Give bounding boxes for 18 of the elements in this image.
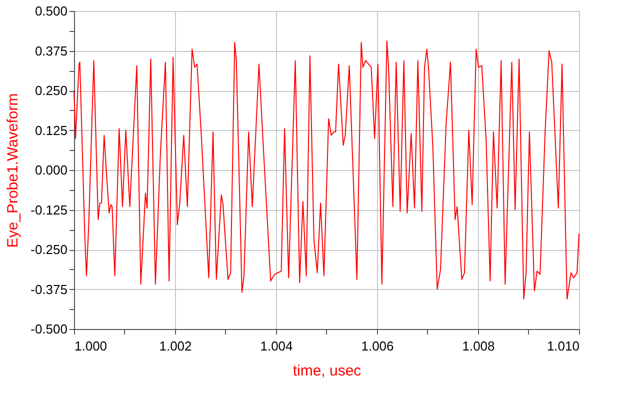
y-tick-label: -0.125 (30, 202, 68, 218)
y-axis-title: Eye_Probe1.Waveform (4, 93, 22, 248)
x-tick-label: 1.006 (361, 338, 394, 354)
y-tick-label: 0.125 (34, 122, 68, 138)
y-tick-label: -0.250 (30, 242, 68, 257)
line-series (74, 40, 580, 300)
y-tick-label: -0.500 (30, 322, 68, 336)
x-tick-label: 1.000 (74, 338, 108, 354)
x-tick-label: 1.002 (159, 338, 192, 354)
x-tick-label: 1.004 (260, 338, 293, 354)
y-tick-label: -0.375 (30, 282, 68, 297)
y-tick-label: 0.000 (34, 162, 68, 178)
x-tick-label: 1.010 (546, 338, 580, 354)
x-tick-label: 1.008 (462, 338, 495, 354)
y-tick-label: 0.250 (34, 83, 68, 98)
x-axis-title: time, usec (292, 362, 362, 380)
y-tick-label: 0.500 (34, 4, 68, 18)
y-tick-label: 0.375 (34, 43, 68, 58)
